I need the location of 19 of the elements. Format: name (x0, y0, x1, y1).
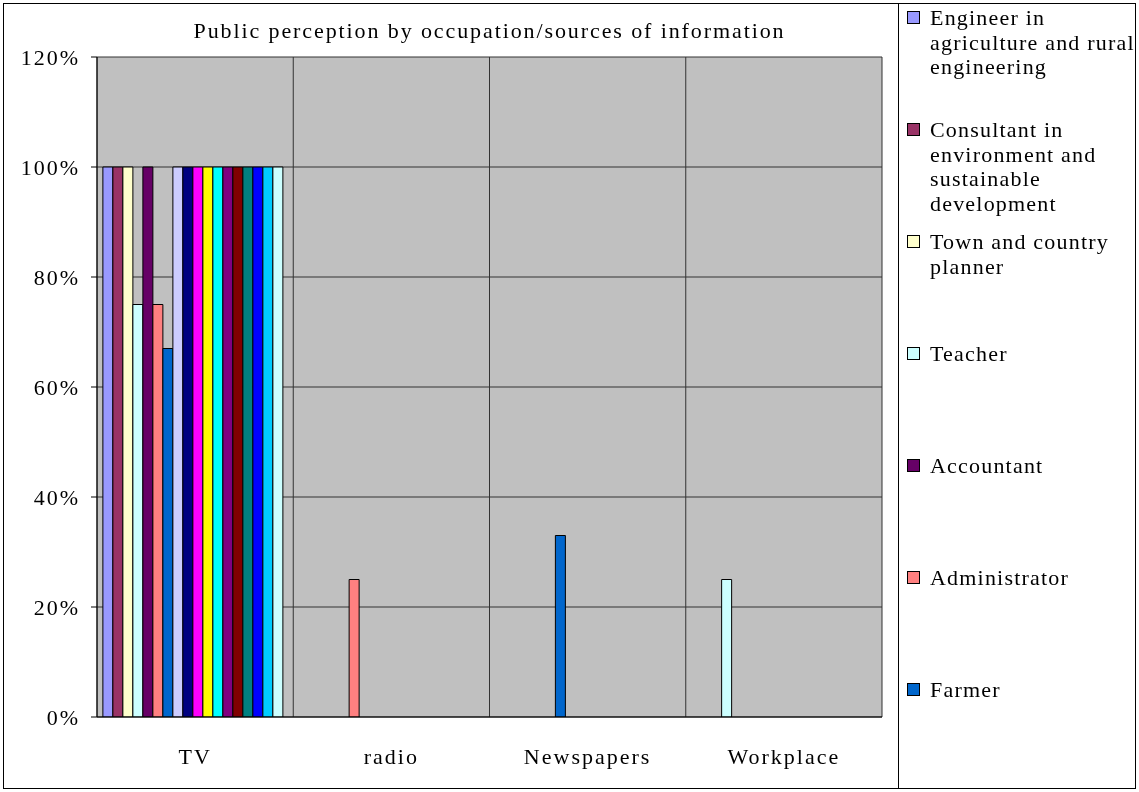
y-tick-label: 80% (33, 264, 80, 290)
y-tick-label: 20% (33, 594, 80, 620)
legend-label: Consultant in environment and sustainable development (930, 117, 1098, 216)
y-tick-label: 60% (33, 374, 80, 400)
chart-title: Public perception by occupation/sources of information (192, 18, 787, 44)
legend-label: Town and country planner (930, 229, 1110, 279)
legend-label: Administrator (930, 565, 1071, 591)
x-tick-label: radio (363, 743, 419, 769)
y-tick-label: 120% (20, 44, 80, 70)
x-tick-label: Newspapers (523, 743, 652, 769)
legend-label: Farmer (930, 677, 1002, 703)
x-tick-label: Workplace (727, 743, 841, 769)
y-tick-label: 100% (20, 154, 80, 180)
legend-label: Engineer in agriculture and rural engineering (930, 5, 1135, 80)
legend-label: Accountant (930, 453, 1045, 479)
legend-label: Teacher (930, 341, 1009, 367)
y-tick-label: 0% (46, 704, 80, 730)
y-tick-label: 40% (33, 484, 80, 510)
x-tick-label: TV (178, 743, 212, 769)
